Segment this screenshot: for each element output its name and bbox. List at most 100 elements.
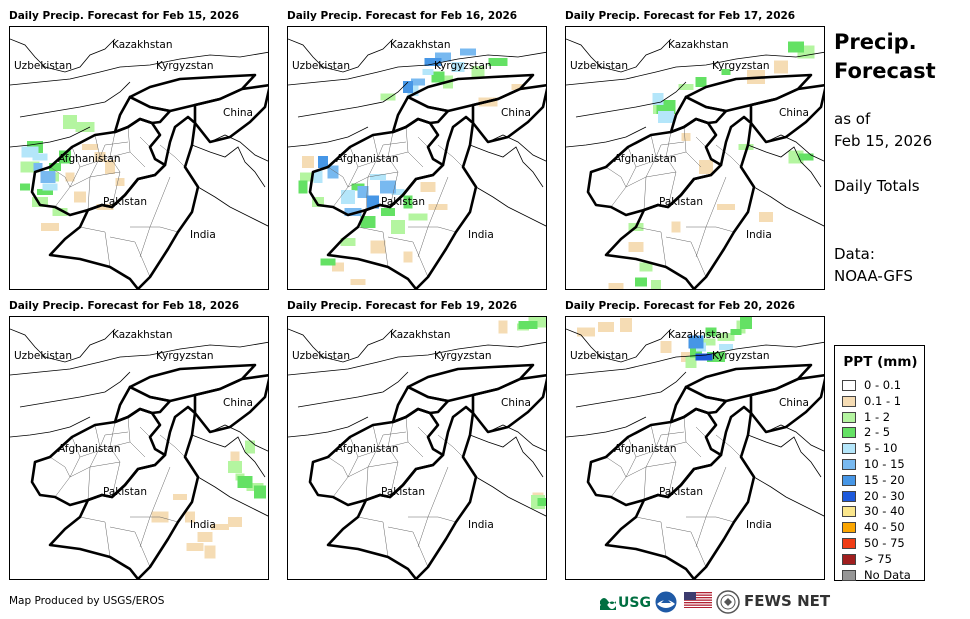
precip-cell [628, 242, 644, 252]
province-border [417, 466, 449, 548]
precip-cell [403, 195, 413, 209]
province-border [130, 226, 179, 233]
province-border [332, 436, 359, 498]
province-border [357, 516, 389, 558]
province-border [665, 421, 677, 498]
country-border [765, 424, 824, 452]
focus-country-outline [48, 115, 200, 289]
precip-cell [681, 133, 691, 141]
precip-cell [717, 333, 735, 341]
country-border [566, 328, 672, 363]
country-border [566, 38, 672, 73]
country-label-uzbekistan: Uzbekistan [14, 60, 72, 72]
province-border [655, 141, 685, 158]
province-border [695, 426, 707, 438]
precip-cell [302, 156, 314, 168]
data-source-value: NOAA-GFS [834, 267, 913, 285]
province-border [87, 424, 101, 501]
province-border [69, 461, 121, 478]
country-border [288, 38, 394, 73]
legend-label: 2 - 5 [864, 425, 891, 440]
country-border [10, 416, 91, 438]
legend-label: 15 - 20 [864, 472, 905, 487]
fews-net-wordmark: FEWS NET [744, 592, 831, 610]
legend-label: 40 - 50 [864, 520, 905, 535]
precip-cell [652, 93, 664, 105]
country-border [288, 328, 394, 363]
country-border [765, 134, 824, 162]
legend-item: 0 - 0.1 [842, 378, 924, 393]
focus-country-outline [391, 385, 450, 424]
legend-label: 50 - 75 [864, 536, 905, 550]
legend-swatch [842, 411, 856, 423]
precip-cell [577, 327, 595, 337]
map-svg: Kazakhstan Uzbekistan Kyrgyzstan China Afgha… [10, 328, 268, 579]
province-border [109, 526, 151, 568]
province-border [130, 516, 179, 523]
country-label-kyrgyzstan: Kyrgyzstan [712, 350, 770, 362]
country-label-kazakhstan: Kazakhstan [390, 39, 451, 51]
focus-country-outline [669, 95, 728, 134]
precip-cell [20, 183, 30, 191]
province-border [387, 131, 399, 208]
precip-cell [705, 327, 717, 337]
panel-map: Kazakhstan Uzbekistan Kyrgyzstan China Afgha… [565, 26, 825, 290]
data-source-label: Data: [834, 245, 875, 263]
precip-cell [204, 545, 216, 559]
precip-cell [340, 238, 356, 246]
precip-cell [254, 485, 266, 499]
precip-cell [403, 81, 413, 93]
country-label-india: India [746, 519, 772, 531]
precip-cell [707, 352, 725, 362]
country-border [10, 328, 116, 363]
precip-cell [422, 69, 434, 75]
country-label-afghanistan: Afghanistan [336, 153, 399, 165]
panel-map: Kazakhstan Uzbekistan Kyrgyzstan China Afgha… [9, 26, 269, 290]
legend-item: 40 - 50 [842, 520, 924, 535]
precip-cell [298, 180, 308, 194]
focus-country-outline [193, 373, 268, 434]
daily-totals-text: Daily Totals [834, 177, 920, 195]
province-border [365, 424, 379, 501]
precip-cell [635, 277, 647, 287]
precip-cell [115, 178, 125, 186]
province-border [54, 436, 81, 498]
precip-layer [577, 317, 752, 368]
province-border [387, 236, 429, 278]
precip-cell [370, 240, 386, 254]
country-border [288, 416, 369, 438]
country-label-uzbekistan: Uzbekistan [14, 350, 72, 362]
country-label-kazakhstan: Kazakhstan [112, 39, 173, 51]
focus-country-outline [604, 115, 756, 289]
province-border [625, 171, 677, 188]
map-svg: Kazakhstan Uzbekistan Kyrgyzstan China Afgha… [10, 38, 268, 289]
precip-cell [451, 62, 465, 72]
legend-label: 20 - 30 [864, 488, 905, 503]
precip-cell [798, 153, 814, 161]
legend-swatch [842, 380, 856, 391]
precip-cell [688, 335, 704, 349]
country-label-india: India [746, 229, 772, 241]
panel-map: Kazakhstan Uzbekistan Kyrgyzstan China Afgha… [287, 26, 547, 290]
legend-item: 0.1 - 1 [842, 394, 924, 409]
side-title-line1: Precip. [834, 30, 917, 54]
province-border [159, 434, 186, 458]
precip-cell [730, 329, 742, 335]
precip-cell [380, 180, 396, 194]
country-border [566, 341, 824, 376]
province-border [139, 136, 151, 148]
precip-cell [428, 204, 448, 210]
precip-cell [360, 216, 376, 228]
country-border [297, 81, 409, 118]
province-border [437, 434, 464, 458]
country-label-pakistan: Pakistan [659, 196, 703, 208]
focus-country-outline [471, 373, 546, 434]
legend-label: 1 - 2 [864, 409, 891, 424]
precip-cell [620, 318, 632, 332]
province-border [79, 441, 131, 458]
legend-swatch [842, 395, 856, 407]
country-label-pakistan: Pakistan [659, 486, 703, 498]
legend-item: 20 - 30 [842, 488, 924, 504]
province-border [99, 431, 129, 448]
legend-swatch [842, 538, 856, 549]
